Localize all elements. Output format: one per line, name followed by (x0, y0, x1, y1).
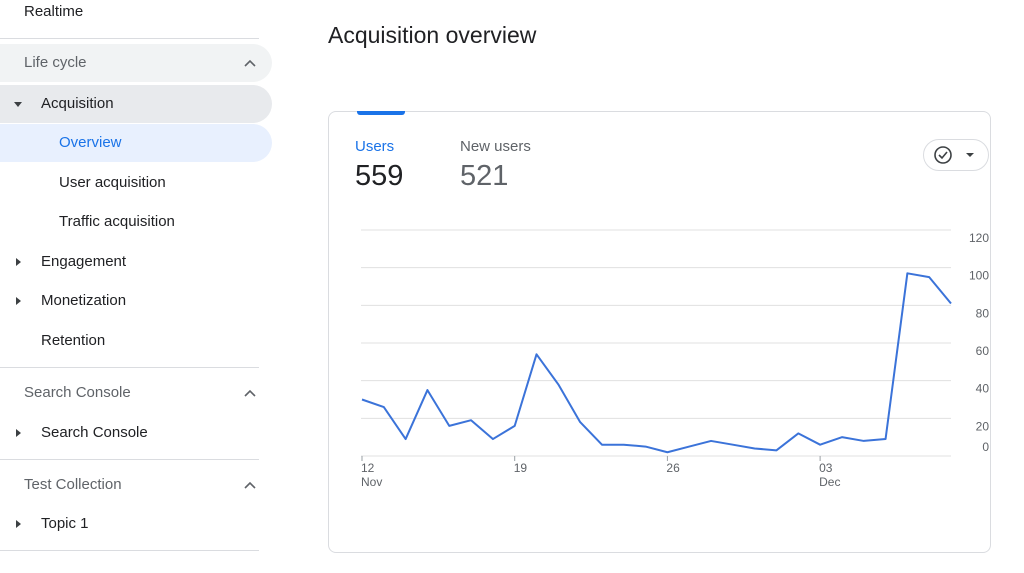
nav-label: Search Console (41, 424, 148, 441)
y-tick-label: 20 (976, 419, 990, 433)
divider (0, 550, 259, 551)
line-series (361, 272, 952, 454)
x-tick-label: 03 (819, 461, 833, 475)
chevron (244, 389, 256, 397)
nav-item[interactable]: Monetization (0, 282, 272, 320)
nav-label: Acquisition (41, 95, 114, 112)
tab-indicator (357, 111, 405, 115)
nav-realtime[interactable]: Realtime (24, 3, 84, 20)
section-title: Search Console (24, 384, 131, 401)
caret (16, 429, 21, 437)
nav-label: Monetization (41, 292, 127, 309)
x-tick-sublabel: Dec (819, 475, 840, 489)
metric-tab-value: 559 (355, 160, 404, 192)
nav-item[interactable]: Acquisition (0, 85, 272, 123)
divider (0, 38, 259, 39)
nav-label: Engagement (41, 253, 127, 270)
section-header[interactable]: Test Collection (0, 466, 272, 504)
chevron (244, 59, 256, 67)
nav-item-active[interactable]: Overview (0, 124, 272, 162)
nav-item[interactable]: Retention (41, 332, 106, 349)
compare-icon (934, 146, 974, 164)
y-tick-label: 60 (976, 344, 990, 358)
metric-tab-value: 521 (460, 160, 509, 192)
compare-button[interactable] (923, 139, 989, 171)
section-title: Test Collection (24, 476, 122, 493)
nav-item[interactable]: Topic 1 (0, 505, 272, 543)
y-tick-label: 80 (976, 306, 990, 320)
caret (16, 297, 21, 305)
nav-item[interactable]: Search Console (0, 414, 272, 452)
x-tick-label: 26 (666, 461, 680, 475)
y-tick-label: 40 (976, 382, 990, 396)
page-title: Acquisition overview (328, 22, 537, 48)
nav-item[interactable]: Traffic acquisition (59, 213, 175, 230)
divider (0, 459, 259, 460)
nav-label: Topic 1 (41, 515, 89, 532)
section-header[interactable]: Search Console (0, 374, 272, 412)
section-header[interactable]: Life cycle (0, 44, 272, 82)
metric-tab-label[interactable]: Users (355, 138, 395, 155)
y-tick-label: 100 (969, 269, 989, 283)
divider (0, 367, 259, 368)
caret (16, 520, 21, 528)
metric-tab-label[interactable]: New users (460, 138, 531, 155)
y-tick-label: 120 (969, 231, 989, 245)
caret (16, 258, 21, 266)
nav-item[interactable]: Engagement (0, 243, 272, 281)
y-tick-label: 0 (982, 440, 989, 454)
nav-item[interactable]: User acquisition (59, 174, 166, 191)
sidebar: Realtime Life cycle Acquisition Overview… (0, 0, 272, 573)
x-tick-label: 19 (514, 461, 528, 475)
chart-card: Users 559 New users 521 0 20 40 60 80 100 120 1… (328, 111, 991, 553)
x-tick-sublabel: Nov (361, 475, 382, 489)
caret (14, 102, 22, 107)
x-tick-label: 12 (361, 461, 375, 475)
chevron (244, 481, 256, 489)
section-title: Life cycle (24, 54, 87, 71)
nav-label: Overview (59, 134, 122, 151)
